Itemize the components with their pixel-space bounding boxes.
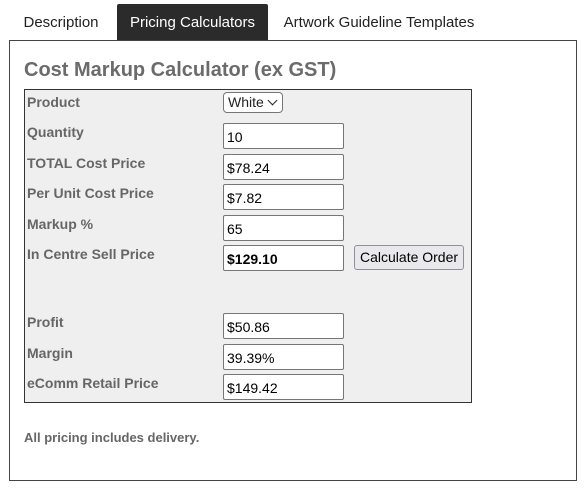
- calculator-form: Product White Quantity 10 TOTAL Cost Pri…: [24, 89, 472, 403]
- quantity-field[interactable]: 10: [223, 123, 344, 149]
- total-cost-field[interactable]: $78.24: [223, 154, 344, 180]
- delivery-note: All pricing includes delivery.: [24, 430, 200, 445]
- product-select-value: White: [228, 94, 264, 110]
- quantity-label: Quantity: [27, 124, 84, 140]
- margin-label: Margin: [27, 345, 73, 361]
- tab-pricing-calculators[interactable]: Pricing Calculators: [117, 4, 268, 41]
- markup-label: Markup %: [27, 216, 94, 232]
- product-select[interactable]: White: [223, 92, 283, 113]
- sell-price-field[interactable]: $129.10: [223, 245, 344, 271]
- chevron-down-icon: [267, 95, 278, 106]
- markup-field[interactable]: 65: [223, 215, 344, 241]
- unit-cost-field[interactable]: $7.82: [223, 184, 344, 210]
- margin-field[interactable]: 39.39%: [223, 344, 344, 370]
- tab-description[interactable]: Description: [23, 14, 99, 31]
- sell-price-label: In Centre Sell Price: [27, 246, 155, 262]
- profit-field[interactable]: $50.86: [223, 313, 344, 339]
- total-cost-label: TOTAL Cost Price: [27, 155, 146, 171]
- unit-cost-label: Per Unit Cost Price: [27, 185, 154, 201]
- product-label: Product: [27, 94, 80, 110]
- profit-label: Profit: [27, 314, 64, 330]
- ecomm-price-field[interactable]: $149.42: [223, 374, 344, 400]
- tab-panel: Cost Markup Calculator (ex GST) Product …: [9, 40, 577, 481]
- calculate-order-button[interactable]: Calculate Order: [354, 245, 465, 270]
- ecomm-price-label: eComm Retail Price: [27, 375, 159, 391]
- page-title: Cost Markup Calculator (ex GST): [24, 59, 337, 81]
- tab-artwork-guideline-templates[interactable]: Artwork Guideline Templates: [283, 14, 475, 31]
